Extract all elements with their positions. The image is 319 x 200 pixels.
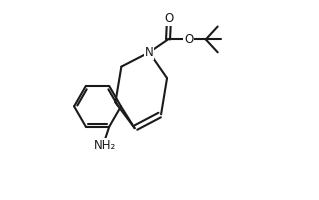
Text: O: O — [184, 33, 194, 46]
Text: N: N — [145, 46, 153, 59]
Text: O: O — [164, 12, 174, 25]
Text: NH₂: NH₂ — [94, 139, 116, 152]
